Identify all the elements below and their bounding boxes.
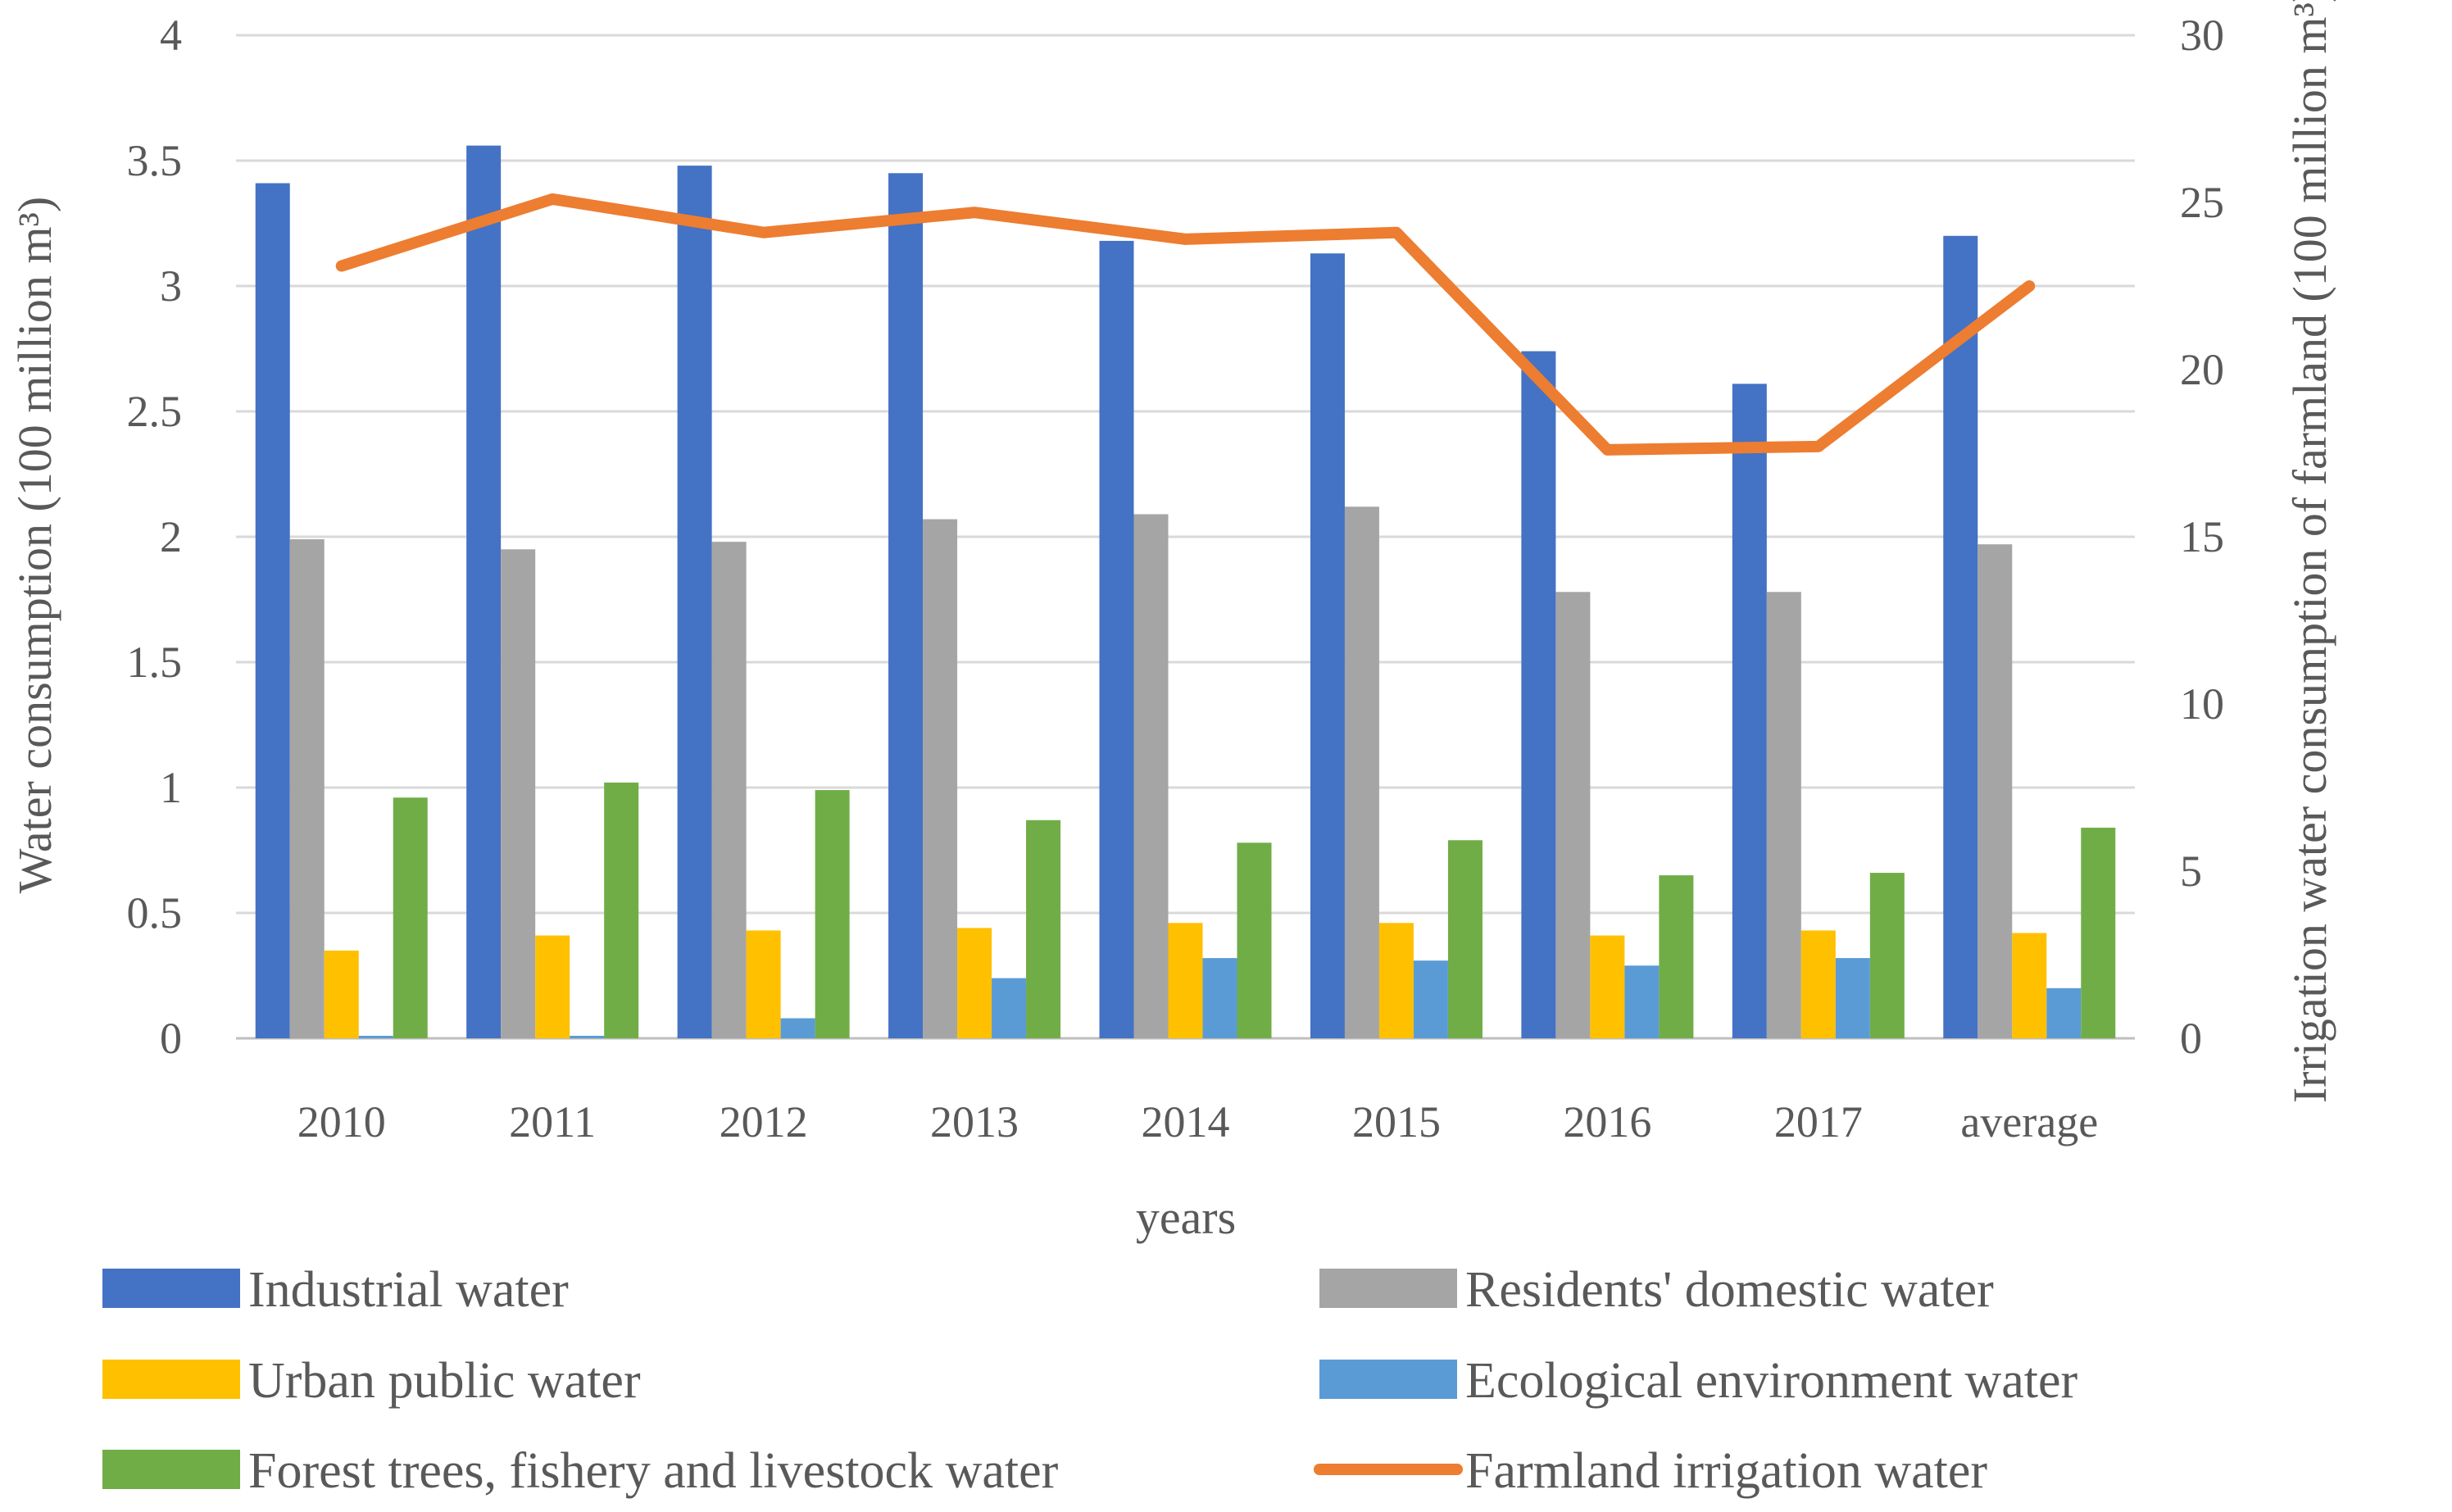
x-tick-label: 2011 xyxy=(509,1097,596,1146)
irrigation-line xyxy=(335,193,2036,456)
y-tick-label-right: 25 xyxy=(2180,178,2224,227)
bar-urban-public-water-average xyxy=(2012,933,2047,1038)
bar-residents-domestic-water-2014 xyxy=(1133,514,1169,1038)
irrigation-line-layer xyxy=(335,193,2036,456)
bar-urban-public-water-2016 xyxy=(1590,935,1625,1038)
legend-label-urban-public-water: Urban public water xyxy=(248,1353,641,1409)
bar-industrial-water-2016 xyxy=(1521,351,1556,1038)
bar-residents-domestic-water-2016 xyxy=(1555,592,1591,1038)
y-tick-label-left: 3 xyxy=(160,261,182,311)
x-tick-label: 2010 xyxy=(297,1097,386,1146)
bar-industrial-water-2010 xyxy=(255,183,290,1038)
bar-forest-trees-fishery-and-livestock-water-average xyxy=(2081,827,2116,1038)
bar-forest-trees-fishery-and-livestock-water-2011 xyxy=(604,782,639,1038)
bars xyxy=(255,145,2116,1039)
legend-label-forest-trees-fishery-and-livestock-water: Forest trees, fishery and livestock wate… xyxy=(248,1443,1059,1499)
bar-residents-domestic-water-2012 xyxy=(711,542,747,1038)
legend-swatch-industrial-water xyxy=(102,1269,240,1308)
bar-ecological-environment-water-2013 xyxy=(992,978,1027,1038)
x-tick-label: 2015 xyxy=(1352,1097,1441,1146)
y-tick-label-left: 0.5 xyxy=(127,888,183,938)
x-tick-label: 2013 xyxy=(930,1097,1019,1146)
bar-ecological-environment-water-2010 xyxy=(358,1035,393,1038)
bar-ecological-environment-water-2012 xyxy=(780,1018,815,1038)
bar-industrial-water-2014 xyxy=(1099,240,1134,1038)
y-tick-label-right: 15 xyxy=(2180,512,2224,561)
x-tick-label: average xyxy=(1960,1097,2098,1146)
x-axis-title: years xyxy=(1136,1191,1236,1244)
y-tick-label-right: 20 xyxy=(2180,345,2224,394)
bar-residents-domestic-water-2010 xyxy=(289,539,325,1038)
bar-industrial-water-average xyxy=(1943,235,1978,1038)
legend-label-industrial-water: Industrial water xyxy=(248,1262,569,1318)
bar-urban-public-water-2017 xyxy=(1800,930,1836,1038)
y-tick-label-left: 2.5 xyxy=(127,387,183,436)
bar-urban-public-water-2010 xyxy=(324,950,359,1038)
bar-forest-trees-fishery-and-livestock-water-2016 xyxy=(1659,875,1694,1038)
y-tick-label-left: 4 xyxy=(160,11,182,60)
y-axis-title-right: Irrigation water consumption of farmland… xyxy=(2283,0,2336,1103)
bar-forest-trees-fishery-and-livestock-water-2010 xyxy=(393,797,428,1038)
bar-residents-domestic-water-2017 xyxy=(1766,592,1801,1038)
legend-label-residents-domestic-water: Residents' domestic water xyxy=(1465,1262,1994,1318)
bar-residents-domestic-water-2011 xyxy=(501,549,536,1038)
bar-industrial-water-2011 xyxy=(466,145,502,1038)
bar-urban-public-water-2011 xyxy=(535,935,570,1038)
bar-forest-trees-fishery-and-livestock-water-2014 xyxy=(1237,842,1272,1038)
bar-industrial-water-2012 xyxy=(677,166,712,1038)
legend-swatch-ecological-environment-water xyxy=(1319,1360,1457,1399)
x-tick-label: 2012 xyxy=(720,1097,808,1146)
bar-forest-trees-fishery-and-livestock-water-2012 xyxy=(815,790,850,1038)
bar-urban-public-water-2014 xyxy=(1168,923,1203,1038)
bar-industrial-water-2013 xyxy=(888,173,924,1038)
bar-residents-domestic-water-average xyxy=(1977,544,2013,1038)
bar-ecological-environment-water-average xyxy=(2046,988,2082,1038)
y-tick-label-right: 10 xyxy=(2180,679,2224,729)
legend-label-farmland-irrigation-water: Farmland irrigation water xyxy=(1465,1443,1987,1499)
y-tick-label-left: 1 xyxy=(160,763,182,812)
y-tick-label-left: 1.5 xyxy=(127,638,183,687)
bar-urban-public-water-2012 xyxy=(746,930,781,1038)
bar-forest-trees-fishery-and-livestock-water-2015 xyxy=(1447,840,1483,1038)
legend: Industrial water Residents' domestic wate… xyxy=(102,1262,2078,1499)
y-tick-label-right: 0 xyxy=(2180,1014,2202,1063)
y-tick-label-right: 30 xyxy=(2180,11,2224,60)
bar-forest-trees-fishery-and-livestock-water-2013 xyxy=(1026,820,1061,1038)
y-tick-label-left: 3.5 xyxy=(127,136,183,185)
legend-swatch-residents-domestic-water xyxy=(1319,1269,1457,1308)
bar-residents-domestic-water-2013 xyxy=(923,519,958,1038)
bar-ecological-environment-water-2016 xyxy=(1624,965,1660,1038)
y-tick-label-left: 0 xyxy=(160,1014,182,1063)
bar-ecological-environment-water-2015 xyxy=(1413,960,1448,1038)
axes: 0 0.5 1 1.5 2 2.5 3 3.5 4 0 5 10 15 20 25 30 2010 2011 201… xyxy=(127,11,2225,1146)
x-tick-label: 2014 xyxy=(1142,1097,1230,1146)
x-tick-label: 2016 xyxy=(1563,1097,1651,1146)
y-tick-label-right: 5 xyxy=(2180,847,2202,896)
bar-ecological-environment-water-2017 xyxy=(1835,958,1870,1038)
y-tick-label-left: 2 xyxy=(160,512,182,561)
legend-label-ecological-environment-water: Ecological environment water xyxy=(1465,1353,2078,1409)
x-tick-label: 2017 xyxy=(1774,1097,1863,1146)
bar-industrial-water-2015 xyxy=(1310,253,1345,1039)
legend-swatch-urban-public-water xyxy=(102,1360,240,1399)
bar-ecological-environment-water-2011 xyxy=(570,1035,605,1038)
gridlines xyxy=(236,34,2135,1040)
bar-industrial-water-2017 xyxy=(1732,384,1767,1039)
bar-forest-trees-fishery-and-livestock-water-2017 xyxy=(1869,873,1905,1038)
bar-ecological-environment-water-2014 xyxy=(1202,958,1237,1038)
legend-swatch-forest-trees-fishery-and-livestock-water xyxy=(102,1450,240,1489)
bar-urban-public-water-2015 xyxy=(1378,923,1414,1038)
bar-urban-public-water-2013 xyxy=(957,928,992,1038)
y-axis-title-left: Water consumption (100 million m³) xyxy=(8,197,61,893)
bar-residents-domestic-water-2015 xyxy=(1344,506,1379,1038)
